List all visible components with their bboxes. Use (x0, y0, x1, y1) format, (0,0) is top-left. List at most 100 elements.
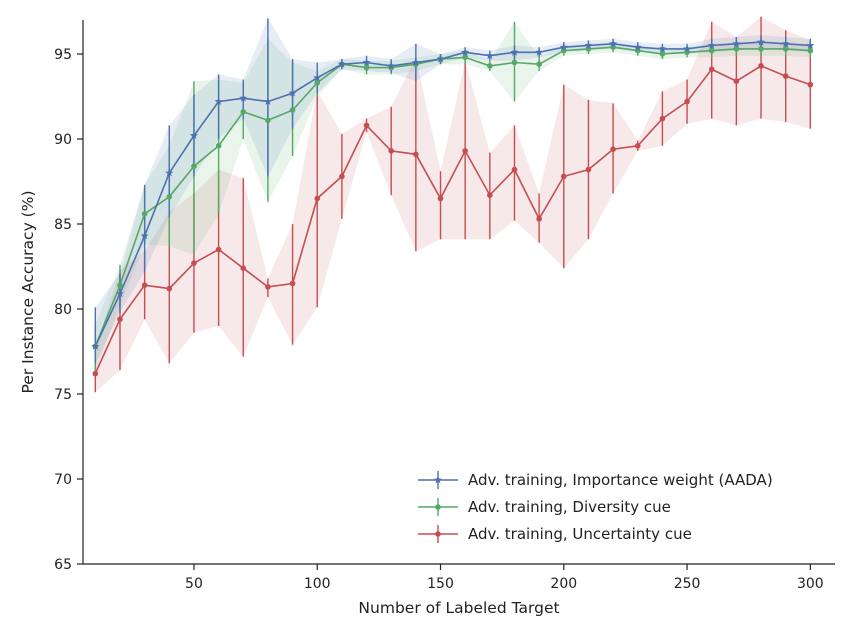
y-tick-label-65: 65 (54, 557, 72, 573)
point-adv-training-importance-weight-aada-10 (91, 342, 100, 350)
point-adv-training-importance-weight-aada-110 (337, 60, 346, 68)
x-tick-label-100: 100 (304, 576, 331, 592)
point-adv-training-uncertainty-cue-170 (487, 192, 493, 198)
point-adv-training-diversity-cue-280 (758, 46, 764, 52)
point-adv-training-diversity-cue-160 (462, 54, 468, 61)
point-adv-training-diversity-cue-120 (363, 64, 370, 71)
point-adv-training-diversity-cue-300 (807, 47, 814, 54)
x-tick-label-300: 300 (797, 576, 824, 592)
point-adv-training-importance-weight-aada-260 (707, 41, 716, 49)
point-adv-training-uncertainty-cue-70 (240, 265, 247, 272)
line-adv-training-diversity-cue (94, 46, 811, 347)
y-tick-label-80: 80 (54, 302, 72, 318)
point-adv-training-importance-weight-aada-140 (411, 58, 420, 66)
point-adv-training-importance-weight-aada-250 (683, 44, 692, 53)
point-adv-training-uncertainty-cue-290 (782, 73, 789, 79)
point-adv-training-importance-weight-aada-290 (781, 39, 790, 48)
point-adv-training-importance-weight-aada-170 (485, 51, 494, 60)
point-adv-training-uncertainty-cue-100 (314, 195, 321, 202)
point-adv-training-uncertainty-cue-300 (807, 81, 814, 88)
point-adv-training-importance-weight-aada-20 (116, 289, 124, 298)
point-adv-training-uncertainty-cue-180 (511, 166, 518, 173)
point-adv-training-uncertainty-cue-30 (141, 282, 148, 289)
point-adv-training-diversity-cue-170 (487, 63, 493, 69)
legend-label-adv-training-diversity-cue: Adv. training, Diversity cue (468, 498, 671, 516)
legend: Adv. training, Importance weight (AADA) A… (418, 471, 773, 543)
point-adv-training-importance-weight-aada-120 (362, 58, 371, 66)
x-ticks: 50 100 150 200 250 300 (185, 564, 824, 592)
point-adv-training-importance-weight-aada-190 (535, 48, 544, 56)
point-adv-training-uncertainty-cue-220 (610, 146, 616, 152)
confidence-bands (95, 16, 811, 393)
band-adv-training-importance-weight-aada (95, 18, 811, 364)
point-adv-training-importance-weight-aada-130 (387, 61, 396, 70)
y-tick-label-75: 75 (54, 387, 72, 403)
point-adv-training-uncertainty-cue-190 (536, 216, 542, 222)
point-adv-training-diversity-cue-20 (117, 282, 123, 289)
x-tick-label-50: 50 (185, 576, 203, 592)
y-axis-title: Per Instance Accuracy (%) (19, 191, 37, 394)
point-adv-training-uncertainty-cue-150 (437, 195, 444, 202)
point-adv-training-importance-weight-aada-210 (584, 41, 593, 49)
band-adv-training-diversity-cue (95, 21, 811, 372)
point-adv-training-diversity-cue-180 (511, 59, 518, 66)
point-adv-training-importance-weight-aada-240 (658, 44, 667, 53)
legend-marker-adv-training-importance-weight-aada (434, 475, 442, 484)
legend-label-adv-training-importance-weight-aada: Adv. training, Importance weight (AADA) (468, 471, 773, 489)
point-adv-training-diversity-cue-50 (191, 163, 197, 169)
point-adv-training-uncertainty-cue-280 (758, 63, 764, 69)
point-adv-training-diversity-cue-80 (265, 117, 271, 124)
point-adv-training-diversity-cue-60 (215, 143, 222, 149)
legend-marker-adv-training-diversity-cue (435, 504, 441, 510)
y-tick-label-70: 70 (54, 472, 72, 488)
point-adv-training-uncertainty-cue-90 (289, 280, 296, 287)
point-adv-training-importance-weight-aada-180 (510, 48, 519, 56)
point-adv-training-uncertainty-cue-50 (191, 260, 197, 266)
x-tick-label-200: 200 (550, 576, 577, 592)
point-adv-training-uncertainty-cue-240 (659, 115, 666, 122)
x-tick-label-150: 150 (427, 576, 454, 592)
point-adv-training-uncertainty-cue-270 (733, 78, 740, 84)
point-adv-training-importance-weight-aada-270 (732, 39, 741, 48)
point-adv-training-diversity-cue-30 (141, 211, 148, 217)
point-adv-training-uncertainty-cue-60 (215, 246, 222, 253)
point-adv-training-uncertainty-cue-260 (708, 66, 715, 73)
x-axis-title: Number of Labeled Target (358, 599, 559, 617)
point-adv-training-uncertainty-cue-10 (92, 370, 99, 377)
point-adv-training-importance-weight-aada-150 (436, 54, 445, 63)
point-adv-training-uncertainty-cue-40 (166, 285, 173, 292)
point-adv-training-importance-weight-aada-90 (288, 88, 297, 97)
axes (82, 20, 835, 565)
point-adv-training-uncertainty-cue-210 (585, 166, 592, 173)
point-adv-training-diversity-cue-190 (536, 61, 542, 67)
point-adv-training-importance-weight-aada-100 (313, 73, 322, 82)
point-adv-training-uncertainty-cue-160 (462, 148, 468, 154)
point-adv-training-diversity-cue-290 (782, 46, 789, 52)
point-adv-training-importance-weight-aada-40 (165, 168, 174, 177)
point-adv-training-uncertainty-cue-80 (265, 284, 271, 290)
y-ticks: 65 70 75 80 85 90 95 (54, 47, 83, 573)
legend-label-adv-training-uncertainty-cue: Adv. training, Uncertainty cue (468, 525, 692, 543)
y-tick-label-85: 85 (54, 217, 72, 233)
point-adv-training-importance-weight-aada-60 (214, 97, 223, 105)
point-adv-training-importance-weight-aada-230 (633, 43, 642, 51)
point-adv-training-importance-weight-aada-80 (263, 97, 272, 105)
point-adv-training-diversity-cue-240 (659, 51, 666, 57)
point-adv-training-importance-weight-aada-300 (806, 41, 815, 49)
point-adv-training-importance-weight-aada-220 (609, 39, 618, 48)
point-adv-training-uncertainty-cue-120 (363, 122, 370, 129)
line-adv-training-uncertainty-cue (94, 65, 811, 374)
point-adv-training-uncertainty-cue-110 (339, 173, 345, 180)
series-lines (94, 41, 811, 374)
point-adv-training-uncertainty-cue-250 (684, 98, 690, 105)
point-adv-training-importance-weight-aada-200 (559, 43, 568, 51)
point-adv-training-importance-weight-aada-70 (239, 94, 248, 102)
series-markers (91, 37, 815, 377)
y-tick-label-95: 95 (54, 47, 72, 63)
point-adv-training-importance-weight-aada-160 (461, 48, 470, 56)
point-adv-training-uncertainty-cue-230 (634, 143, 641, 149)
band-adv-training-uncertainty-cue (95, 16, 811, 393)
point-adv-training-diversity-cue-100 (314, 80, 321, 86)
point-adv-training-diversity-cue-70 (240, 109, 247, 115)
point-adv-training-importance-weight-aada-30 (140, 231, 149, 240)
